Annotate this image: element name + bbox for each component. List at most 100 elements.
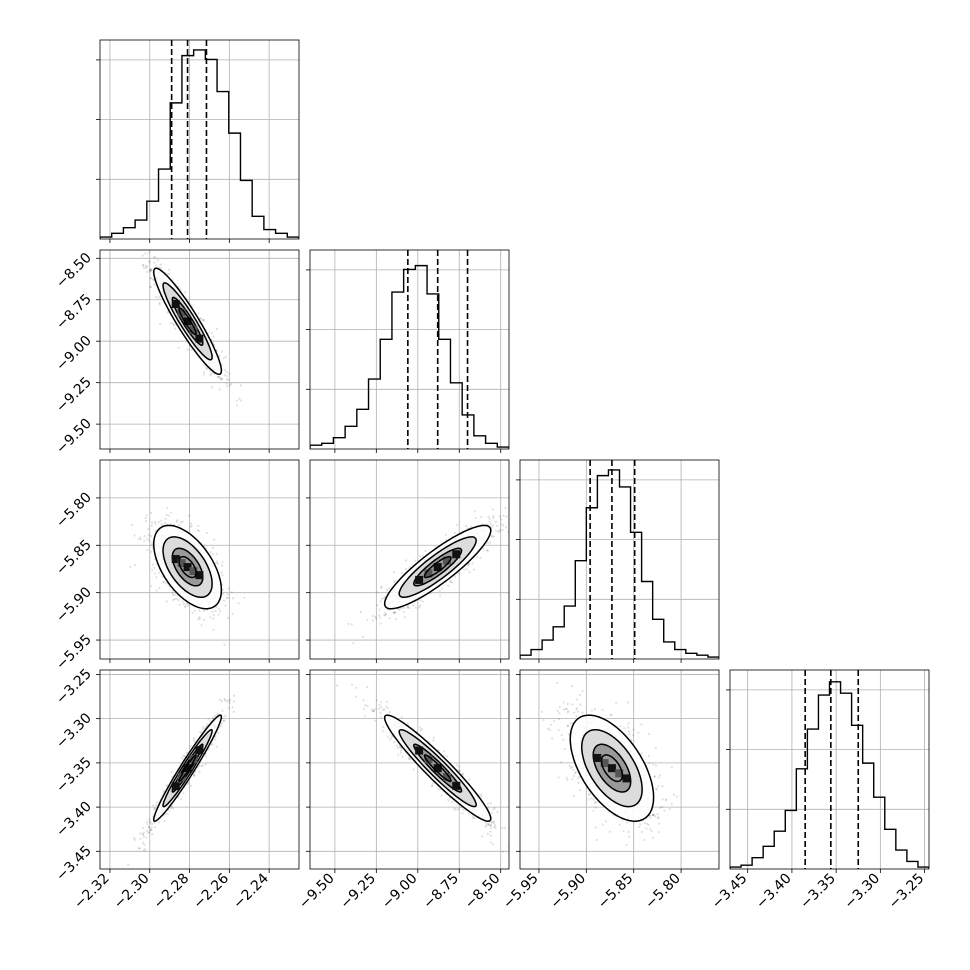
scatter-point — [227, 378, 230, 381]
x-tick-label: −9.00 — [379, 871, 421, 913]
scatter-point — [168, 268, 171, 271]
scatter-point — [223, 643, 226, 646]
scatter-point — [489, 541, 492, 544]
scatter-point — [211, 617, 215, 620]
scatter-point — [153, 821, 156, 825]
scatter-point — [179, 521, 183, 524]
scatter-point — [493, 807, 496, 810]
scatter-point — [227, 587, 230, 590]
scatter-point — [137, 847, 140, 850]
scatter-point — [362, 707, 366, 710]
scatter-point — [488, 517, 491, 521]
scatter-point — [193, 773, 196, 777]
scatter-point — [141, 841, 145, 844]
scatter-point — [490, 534, 493, 538]
density-cell — [452, 781, 461, 790]
scatter-point — [220, 363, 224, 366]
scatter-point — [204, 763, 207, 766]
scatter-point — [362, 699, 365, 702]
scatter-point — [165, 783, 168, 787]
density-cell — [171, 300, 180, 309]
panel-frame — [99, 669, 300, 870]
scatter-point — [147, 539, 150, 542]
scatter-point — [486, 832, 489, 835]
scatter-point — [497, 531, 500, 534]
scatter-point — [150, 541, 154, 544]
scatter-point — [485, 824, 488, 827]
scatter-point — [432, 736, 435, 739]
scatter-point — [419, 729, 422, 732]
scatter-point — [147, 826, 150, 829]
scatter-point — [215, 605, 218, 609]
scatter-point — [146, 528, 150, 531]
histogram — [310, 264, 509, 449]
scatter-point — [213, 538, 216, 541]
scatter-point — [215, 745, 218, 748]
scatter-point — [172, 593, 175, 597]
density-cell — [433, 764, 442, 773]
scatter-point — [384, 611, 387, 615]
scatter-point — [180, 798, 183, 801]
scatter-point — [402, 610, 405, 614]
scatter-point — [214, 609, 217, 613]
scatter-point — [232, 700, 235, 703]
scatter-point — [491, 535, 494, 538]
scatter-point — [444, 533, 447, 536]
scatter-point — [494, 520, 498, 523]
scatter-point — [542, 718, 545, 722]
scatter-point — [661, 806, 664, 809]
scatter-point — [147, 825, 150, 829]
density-cell — [415, 575, 424, 584]
panel-content — [100, 460, 299, 659]
scatter-point — [601, 823, 604, 826]
scatter-point — [157, 521, 160, 524]
scatter-point — [412, 768, 415, 771]
density-cell — [433, 563, 442, 572]
scatter-point — [243, 596, 246, 599]
scatter-point — [169, 511, 173, 514]
scatter-point — [657, 816, 660, 819]
scatter-point — [412, 604, 415, 607]
scatter-point — [406, 722, 409, 725]
scatter-point — [627, 722, 630, 725]
scatter-point — [225, 382, 228, 385]
scatter-point — [379, 600, 382, 603]
scatter-point — [176, 519, 179, 522]
scatter-point — [175, 520, 178, 523]
scatter-point — [165, 582, 168, 585]
scatter-point — [149, 285, 152, 288]
y-tick-label: −5.95 — [53, 632, 95, 674]
scatter-point — [151, 563, 154, 566]
scatter-point — [137, 538, 140, 541]
scatter-point — [192, 774, 196, 778]
scatter-point — [576, 710, 580, 713]
scatter-point — [386, 706, 389, 710]
scatter-point — [202, 371, 206, 374]
scatter-point — [381, 708, 385, 711]
scatter-point — [221, 574, 224, 577]
scatter-point — [363, 715, 367, 718]
scatter-point — [196, 618, 200, 621]
scatter-point — [221, 709, 224, 713]
panel-content — [310, 670, 509, 869]
scatter-point — [465, 568, 468, 571]
scatter-point — [408, 757, 411, 761]
scatter-point — [401, 755, 404, 758]
scatter-point — [150, 544, 153, 547]
scatter-point — [237, 602, 240, 605]
scatter-point — [594, 806, 598, 809]
scatter-point — [139, 832, 142, 835]
scatter-point — [142, 833, 145, 836]
scatter-point — [553, 719, 556, 723]
density-cell — [177, 773, 186, 782]
histogram — [520, 469, 719, 659]
scatter-point — [141, 263, 145, 267]
scatter-point — [472, 568, 475, 571]
density-cell — [189, 755, 198, 764]
scatter-point — [158, 301, 161, 305]
scatter-point — [153, 520, 157, 523]
x-tick-label: −8.50 — [462, 871, 504, 913]
scatter-point — [501, 524, 505, 527]
scatter-point — [459, 770, 462, 773]
scatter-point — [218, 375, 221, 379]
